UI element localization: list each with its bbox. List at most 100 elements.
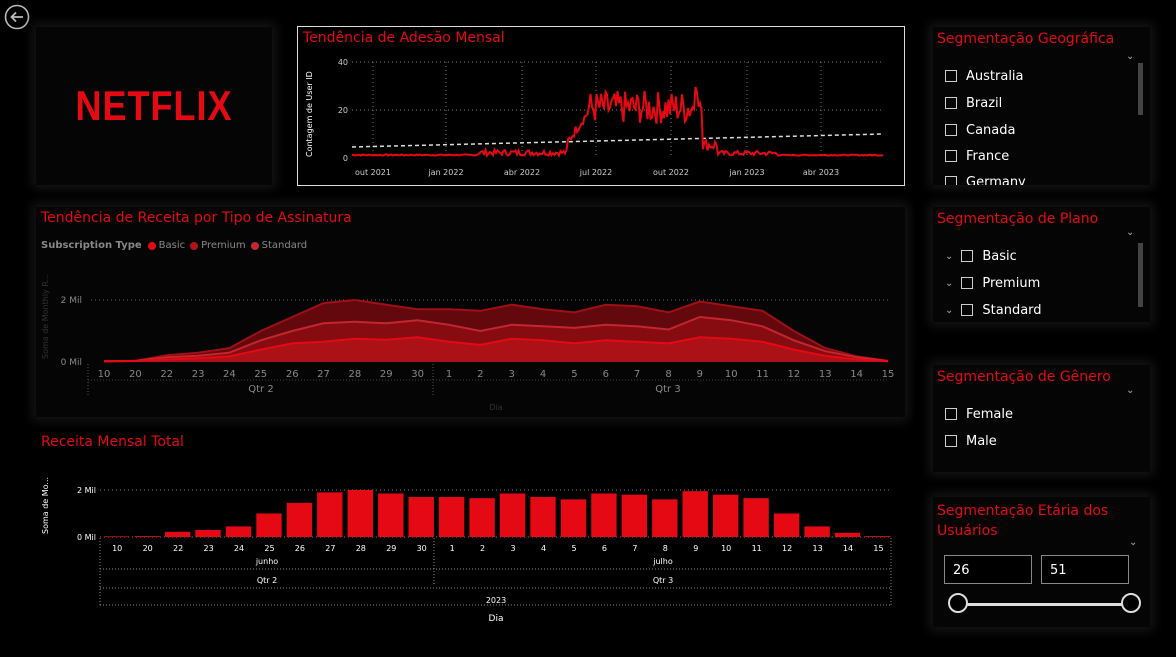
checkbox[interactable] (961, 250, 974, 262)
plano-item[interactable]: ⌄ Standard (945, 301, 1042, 319)
netflix-logo: NETFLIX (75, 81, 233, 129)
geo-scrollbar[interactable] (1138, 63, 1143, 115)
bar[interactable] (317, 492, 343, 537)
bar-tick-label: 2 (480, 544, 485, 553)
bar[interactable] (773, 513, 800, 538)
adesao-tick-label: jan 2023 (728, 168, 764, 177)
bar[interactable] (743, 498, 769, 537)
plano-scrollbar[interactable] (1138, 243, 1143, 307)
bar[interactable] (652, 499, 678, 537)
bar-tick-label: 29 (386, 544, 396, 553)
geo-item[interactable]: Germany (945, 173, 1026, 185)
receita-mensal-card: Receita Mensal Total Soma de Mo... 2 Mil… (36, 430, 905, 630)
checkbox[interactable] (945, 150, 957, 162)
geo-item[interactable]: Brazil (945, 94, 1002, 112)
geo-item-label: Germany (966, 174, 1026, 186)
back-arrow-icon[interactable] (4, 4, 30, 30)
bar-ylabel: Soma de Mo... (41, 477, 50, 534)
genero-item[interactable]: Female (945, 405, 1013, 423)
bar[interactable] (865, 536, 891, 537)
age-max-input[interactable]: 51 (1041, 555, 1129, 584)
bar[interactable] (164, 531, 191, 537)
bar[interactable] (621, 494, 647, 537)
bar[interactable] (104, 536, 130, 537)
checkbox[interactable] (961, 277, 974, 289)
bar[interactable] (560, 499, 587, 537)
bar[interactable] (682, 491, 708, 537)
bar[interactable] (286, 502, 313, 537)
area-tick-label: 25 (254, 369, 267, 380)
receita-tipo-title: Tendência de Receita por Tipo de Assinat… (41, 210, 352, 226)
checkbox[interactable] (945, 176, 957, 185)
bar-tick-label: 1 (450, 544, 455, 553)
bar[interactable] (499, 493, 526, 538)
bar[interactable] (804, 526, 830, 537)
bar[interactable] (256, 513, 282, 538)
bar-xlabel: Dia (489, 614, 504, 624)
area-tick-label: 8 (665, 369, 671, 380)
chevron-down-icon[interactable]: ⌄ (945, 250, 954, 262)
geo-slicer: Segmentação Geográfica ⌄ Australia Brazi… (933, 27, 1150, 185)
plano-item[interactable]: ⌄ Premium (945, 274, 1040, 292)
age-slider-min-handle[interactable] (948, 593, 968, 613)
area-tick-label: 6 (603, 369, 609, 380)
bar[interactable] (347, 490, 373, 537)
bar[interactable] (713, 494, 739, 537)
genero-item[interactable]: Male (945, 432, 997, 450)
age-min-input[interactable]: 26 (944, 555, 1032, 584)
bar-tick-label: 10 (721, 544, 731, 553)
chevron-down-icon[interactable]: ⌄ (1126, 51, 1135, 62)
checkbox[interactable] (945, 70, 957, 82)
legend-item-premium[interactable]: Premium (201, 240, 246, 251)
adesao-tick-label: out 2022 (653, 168, 689, 177)
chevron-down-icon[interactable]: ⌄ (1129, 537, 1138, 548)
genero-item-label: Male (966, 433, 997, 449)
bar[interactable] (225, 526, 252, 537)
bar[interactable] (195, 530, 221, 537)
area-xlabel: Dia (489, 403, 502, 412)
age-slider-max-handle[interactable] (1121, 593, 1141, 613)
bar[interactable] (408, 497, 434, 537)
bar-ytick: 0 Mil (77, 533, 96, 542)
geo-item[interactable]: France (945, 147, 1009, 165)
legend-item-basic[interactable]: Basic (158, 240, 186, 251)
checkbox[interactable] (945, 435, 957, 447)
bar[interactable] (591, 493, 617, 538)
adesao-ylabel: Contagem de User ID (305, 71, 314, 157)
bar[interactable] (469, 498, 495, 537)
bar[interactable] (378, 493, 404, 538)
checkbox[interactable] (961, 304, 974, 316)
adesao-chart-card: Tendência de Adesão Mensal Contagem de U… (297, 26, 905, 186)
geo-item-label: Australia (966, 68, 1024, 84)
bar[interactable] (134, 536, 160, 537)
bar-tick-label: 23 (204, 544, 214, 553)
geo-item[interactable]: Australia (945, 67, 1024, 85)
receita-mensal-title: Receita Mensal Total (41, 434, 184, 450)
bar-tick-label: 30 (417, 544, 427, 553)
age-slider-track[interactable] (959, 603, 1132, 606)
geo-item[interactable]: Canada (945, 121, 1015, 139)
bar[interactable] (438, 497, 465, 537)
bar[interactable] (834, 532, 861, 537)
area-quarter-label: Qtr 3 (655, 384, 680, 395)
area-tick-label: 1 (446, 369, 452, 380)
receita-tipo-ylabel: Soma de Monthly R... (41, 274, 50, 359)
area-tick-label: 29 (380, 369, 393, 380)
area-tick-label: 11 (756, 369, 769, 380)
bar-tick-label: 3 (511, 544, 516, 553)
area-tick-label: 20 (129, 369, 142, 380)
plano-item[interactable]: ⌄ Basic (945, 247, 1017, 265)
checkbox[interactable] (945, 124, 957, 136)
geo-item-label: France (966, 148, 1010, 164)
checkbox[interactable] (945, 97, 957, 109)
bar-tick-label: 13 (813, 544, 823, 553)
plano-item-label: Premium (982, 275, 1041, 291)
chevron-down-icon[interactable]: ⌄ (1126, 227, 1135, 238)
chevron-down-icon[interactable]: ⌄ (945, 304, 954, 316)
checkbox[interactable] (945, 408, 957, 420)
legend-item-standard[interactable]: Standard (261, 240, 308, 251)
bar-tick-label: 6 (602, 544, 607, 553)
chevron-down-icon[interactable]: ⌄ (945, 277, 954, 289)
bar[interactable] (530, 497, 556, 537)
chevron-down-icon[interactable]: ⌄ (1126, 385, 1135, 396)
